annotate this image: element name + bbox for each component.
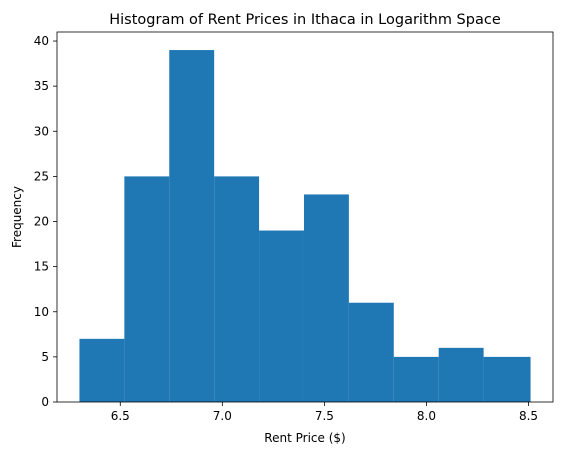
y-tick-label: 35 — [34, 79, 49, 93]
x-tick-label: 8.5 — [519, 409, 538, 423]
x-tick-label: 7.5 — [315, 409, 334, 423]
y-tick-label: 20 — [34, 215, 49, 229]
histogram-bar — [259, 230, 304, 402]
y-tick-label: 15 — [34, 260, 49, 274]
y-tick-label: 10 — [34, 305, 49, 319]
y-tick-label: 40 — [34, 34, 49, 48]
histogram-bar — [483, 356, 531, 402]
y-tick-label: 0 — [41, 395, 49, 409]
histogram-bar — [214, 176, 260, 402]
x-axis-label: Rent Price ($) — [264, 431, 345, 445]
bars-group — [79, 50, 531, 403]
histogram-bar — [124, 176, 170, 402]
y-axis-label: Frequency — [10, 186, 24, 248]
y-axis-ticks: 0 5 10 15 20 25 30 35 40 — [34, 34, 57, 409]
histogram-bar — [348, 302, 394, 402]
x-tick-label: 8.0 — [417, 409, 436, 423]
histogram-bar — [169, 50, 215, 403]
histogram-bar — [438, 347, 484, 402]
plot-frame — [56, 31, 554, 403]
y-tick-label: 25 — [34, 169, 49, 183]
histogram-bar — [79, 338, 125, 402]
x-tick-label: 6.5 — [111, 409, 130, 423]
x-tick-label: 7.0 — [213, 409, 232, 423]
x-axis-ticks: 6.5 7.0 7.5 8.0 8.5 — [111, 402, 538, 423]
histogram-bar — [303, 194, 349, 402]
histogram-bar — [393, 356, 439, 402]
y-tick-label: 30 — [34, 124, 49, 138]
chart-title: Histogram of Rent Prices in Ithaca in Lo… — [109, 12, 501, 28]
y-tick-label: 5 — [41, 350, 49, 364]
